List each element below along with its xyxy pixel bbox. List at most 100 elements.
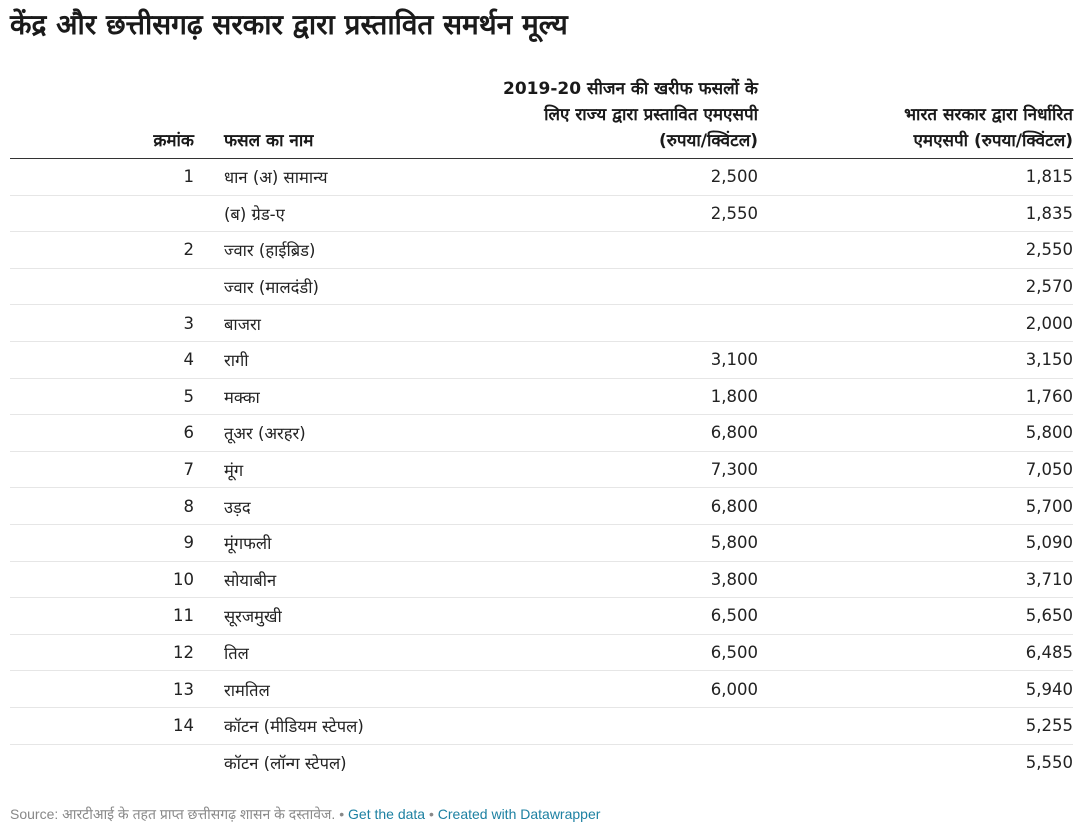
cell-serial: 5	[10, 378, 194, 416]
cell-central-msp: 5,255	[758, 707, 1073, 745]
cell-state-msp: 2,550	[430, 195, 758, 233]
column-header-serial-label: क्रमांक	[153, 131, 194, 151]
table-row: 10 सोयाबीन 3,800 3,710	[10, 561, 1073, 599]
table-row: 2 ज्वार (हाईब्रिड) 2,550	[10, 231, 1073, 269]
column-header-crop[interactable]: फसल का नाम	[194, 76, 430, 159]
cell-state-msp: 6,800	[430, 414, 758, 452]
cell-state-msp: 3,100	[430, 341, 758, 379]
cell-state-msp: 6,500	[430, 634, 758, 672]
cell-state-msp	[430, 707, 758, 745]
cell-serial: 10	[10, 561, 194, 599]
cell-crop-name: ज्वार (हाईब्रिड)	[194, 231, 430, 269]
cell-serial	[10, 744, 194, 780]
cell-central-msp: 7,050	[758, 451, 1073, 489]
cell-serial: 2	[10, 231, 194, 269]
table-row: 4 रागी 3,100 3,150	[10, 341, 1073, 379]
cell-serial: 12	[10, 634, 194, 672]
cell-crop-name: रामतिल	[194, 670, 430, 708]
cell-crop-name: ज्वार (मालदंडी)	[194, 268, 430, 306]
cell-serial	[10, 195, 194, 233]
table-row: 6 तूअर (अरहर) 6,800 5,800	[10, 414, 1073, 452]
table-row: 1 धान (अ) सामान्य 2,500 1,815	[10, 158, 1073, 196]
cell-central-msp: 5,090	[758, 524, 1073, 562]
footer-separator: •	[428, 806, 434, 822]
cell-state-msp: 6,000	[430, 670, 758, 708]
table-body: 1 धान (अ) सामान्य 2,500 1,815 (ब) ग्रेड-ए 2,5…	[10, 158, 1073, 781]
cell-state-msp	[430, 231, 758, 269]
cell-crop-name: मूंग	[194, 451, 430, 489]
cell-crop-name: (ब) ग्रेड-ए	[194, 195, 430, 233]
cell-serial: 8	[10, 487, 194, 525]
cell-crop-name: कॉटन (लॉन्ग स्टेपल)	[224, 753, 347, 773]
cell-central-msp: 5,940	[758, 670, 1073, 708]
cell-central-msp: 1,815	[758, 158, 1073, 196]
cell-central-msp: 1,760	[758, 378, 1073, 416]
cell-serial: 7	[10, 451, 194, 489]
table-row: 11 सूरजमुखी 6,500 5,650	[10, 597, 1073, 635]
column-header-state-msp-line1: 2019-20 सीजन की खरीफ फसलों के	[503, 79, 758, 99]
cell-serial	[10, 268, 194, 306]
cell-crop-name: धान (अ) सामान्य	[194, 158, 430, 196]
get-data-link[interactable]: Get the data	[348, 806, 426, 822]
cell-crop-name: तिल	[194, 634, 430, 672]
cell-crop-name: रागी	[194, 341, 430, 379]
cell-serial: 11	[10, 597, 194, 635]
cell-state-msp	[430, 268, 758, 306]
cell-state-msp: 7,300	[430, 451, 758, 489]
cell-central-msp: 2,570	[758, 268, 1073, 306]
msp-table: क्रमांक फसल का नाम 2019-20 सीजन की खरीफ …	[10, 76, 1073, 780]
cell-central-msp: 3,150	[758, 341, 1073, 379]
cell-state-msp: 2,500	[430, 158, 758, 196]
column-header-central-msp[interactable]: भारत सरकार द्वारा निर्धारित एमएसपी (रुपय…	[758, 76, 1073, 159]
cell-central-msp: 5,650	[758, 597, 1073, 635]
cell-state-msp	[430, 304, 758, 342]
cell-state-msp: 6,800	[430, 487, 758, 525]
cell-central-msp: 5,700	[758, 487, 1073, 525]
column-header-central-msp-line1: भारत सरकार द्वारा निर्धारित	[904, 105, 1073, 125]
cell-state-msp: 5,800	[430, 524, 758, 562]
table-row: 13 रामतिल 6,000 5,940	[10, 670, 1073, 708]
cell-serial: 4	[10, 341, 194, 379]
cell-central-msp: 3,710	[758, 561, 1073, 599]
column-header-state-msp-line3: (रुपया/क्विंटल)	[658, 131, 758, 151]
cell-central-msp: 2,550	[758, 231, 1073, 269]
cell-serial: 3	[10, 304, 194, 342]
cell-crop-name: तूअर (अरहर)	[194, 414, 430, 452]
cell-crop-name: कॉटन (मीडियम स्टेपल)	[194, 707, 430, 745]
cell-state-msp: 3,800	[430, 561, 758, 599]
cell-crop-name: सूरजमुखी	[194, 597, 430, 635]
cell-serial: 13	[10, 670, 194, 708]
column-header-state-msp-line2: लिए राज्य द्वारा प्रस्तावित एमएसपी	[544, 105, 758, 125]
table-row: 14 कॉटन (मीडियम स्टेपल) 5,255	[10, 707, 1073, 745]
cell-serial: 9	[10, 524, 194, 562]
table-row: 8 उड़द 6,800 5,700	[10, 487, 1073, 525]
cell-central-msp: 1,835	[758, 195, 1073, 233]
table-row: 3 बाजरा 2,000	[10, 304, 1073, 342]
column-header-state-msp[interactable]: 2019-20 सीजन की खरीफ फसलों के लिए राज्य …	[430, 76, 758, 159]
cell-serial: 1	[10, 158, 194, 196]
cell-serial: 6	[10, 414, 194, 452]
cell-central-msp: 6,485	[758, 634, 1073, 672]
cell-state-msp: 1,800	[430, 378, 758, 416]
cell-central-msp: 5,550	[1025, 752, 1073, 772]
created-with-link[interactable]: Created with Datawrapper	[437, 806, 601, 822]
table-row: 7 मूंग 7,300 7,050	[10, 451, 1073, 489]
cell-state-msp: 6,500	[430, 597, 758, 635]
column-header-central-msp-line2: एमएसपी (रुपया/क्विंटल)	[913, 131, 1073, 151]
column-header-crop-label: फसल का नाम	[224, 131, 314, 151]
cell-crop-name: बाजरा	[194, 304, 430, 342]
chart-footer: Source: आरटीआई के तहत प्राप्त छत्तीसगढ़ …	[10, 804, 600, 824]
cell-crop-name: मूंगफली	[194, 524, 430, 562]
table-row: कॉटन (लॉन्ग स्टेपल) 5,550	[10, 744, 1073, 780]
table-row: (ब) ग्रेड-ए 2,550 1,835	[10, 195, 1073, 233]
table-row: ज्वार (मालदंडी) 2,570	[10, 268, 1073, 306]
source-note: Source: आरटीआई के तहत प्राप्त छत्तीसगढ़ …	[10, 806, 336, 822]
table-row: 5 मक्का 1,800 1,760	[10, 378, 1073, 416]
column-header-serial[interactable]: क्रमांक	[10, 76, 194, 159]
cell-crop-name: उड़द	[194, 487, 430, 525]
cell-state-msp	[430, 744, 758, 780]
chart-title: केंद्र और छत्तीसगढ़ सरकार द्वारा प्रस्ता…	[10, 8, 568, 41]
cell-crop-name: सोयाबीन	[194, 561, 430, 599]
cell-central-msp: 5,800	[758, 414, 1073, 452]
table-row: 9 मूंगफली 5,800 5,090	[10, 524, 1073, 562]
